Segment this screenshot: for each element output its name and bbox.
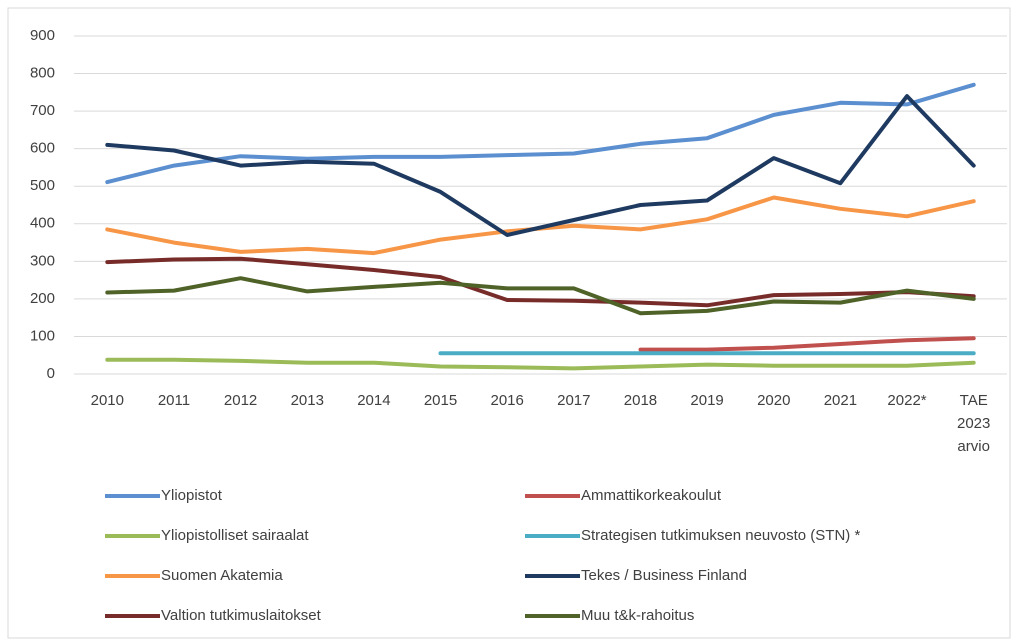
y-tick-label: 400 xyxy=(30,215,55,232)
x-tick-label: 2012 xyxy=(224,392,257,409)
chart-frame xyxy=(7,7,1011,639)
y-tick-label: 300 xyxy=(30,252,55,269)
x-tick-label: 2010 xyxy=(91,392,124,409)
series-line xyxy=(105,256,976,308)
x-tick-label: 2021 xyxy=(824,392,857,409)
series-line xyxy=(105,82,976,185)
legend-label: Suomen Akatemia xyxy=(161,567,283,584)
legend-label: Yliopistolliset sairaalat xyxy=(161,527,309,544)
y-tick-label: 700 xyxy=(30,102,55,119)
x-tick-label: 2019 xyxy=(690,392,723,409)
y-tick-label: 900 xyxy=(30,27,55,44)
y-tick-label: 600 xyxy=(30,140,55,157)
y-tick-label: 200 xyxy=(30,290,55,307)
legend-label: Yliopistot xyxy=(161,487,223,504)
x-tick-label: 2011 xyxy=(158,392,190,409)
x-tick-label: 2014 xyxy=(357,392,390,409)
y-tick-label: 500 xyxy=(30,177,55,194)
x-tick-label: TAE 2023 arvio xyxy=(957,392,990,455)
series-line xyxy=(105,94,976,237)
y-tick-label: 800 xyxy=(30,65,55,82)
x-tick-label: 2015 xyxy=(424,392,457,409)
legend-label: Strategisen tutkimuksen neuvosto (STN) * xyxy=(581,527,860,544)
legend-label: Valtion tutkimuslaitokset xyxy=(161,607,322,624)
x-tick-label: 2022* xyxy=(887,392,926,409)
series-line xyxy=(105,276,976,316)
series-line xyxy=(638,336,976,352)
y-tick-label: 0 xyxy=(47,365,55,382)
x-tick-label: 2017 xyxy=(557,392,590,409)
x-tick-label: 2018 xyxy=(624,392,657,409)
legend-label: Muu t&k-rahoitus xyxy=(581,607,694,624)
y-tick-label: 100 xyxy=(30,327,55,344)
series-line xyxy=(105,357,976,371)
x-tick-label: 2020 xyxy=(757,392,790,409)
legend-label: Ammattikorkeakoulut xyxy=(581,487,722,504)
x-tick-label: 2013 xyxy=(291,392,324,409)
legend-label: Tekes / Business Finland xyxy=(581,567,747,584)
x-tick-label: 2016 xyxy=(490,392,523,409)
